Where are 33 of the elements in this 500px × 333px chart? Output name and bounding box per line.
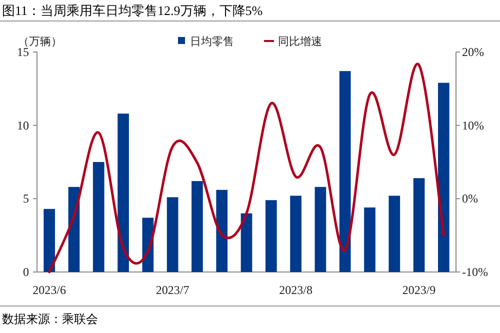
y-tick-label: 0 — [23, 265, 29, 279]
y2-tick-label: 20% — [462, 45, 484, 59]
bar — [192, 181, 203, 272]
x-tick-label: 2023/9 — [402, 283, 436, 297]
y-tick-label: 15 — [17, 45, 29, 59]
bar — [290, 196, 302, 272]
y-tick-label: 5 — [23, 192, 29, 206]
bar — [166, 197, 178, 272]
legend-label: 同比增速 — [278, 35, 322, 48]
y-tick-label: 10 — [17, 118, 29, 132]
y2-tick-label: -10% — [462, 265, 488, 279]
bar — [314, 186, 326, 272]
bar — [413, 178, 425, 272]
bar — [438, 82, 450, 272]
bar — [339, 71, 351, 272]
source-note: 数据来源：乘联会 — [2, 312, 98, 326]
bar — [240, 213, 252, 272]
chart-title: 图11：当周乘用车日均零售12.9万辆，下降5% — [2, 3, 263, 18]
x-tick-label: 2023/6 — [32, 283, 66, 297]
bar — [92, 162, 104, 272]
x-tick-label: 2023/8 — [279, 283, 312, 297]
bar — [364, 207, 376, 272]
bar — [118, 114, 129, 272]
bar — [388, 196, 400, 272]
y2-tick-label: 10% — [462, 118, 484, 132]
legend-label: 日均零售 — [190, 36, 234, 48]
bar — [216, 190, 228, 272]
bar — [265, 200, 277, 272]
y-axis-title: （万辆） — [18, 36, 62, 48]
y2-tick-label: 0% — [462, 192, 478, 206]
line-series — [48, 64, 445, 274]
x-tick-label: 2023/7 — [156, 283, 190, 297]
bar — [44, 208, 55, 272]
